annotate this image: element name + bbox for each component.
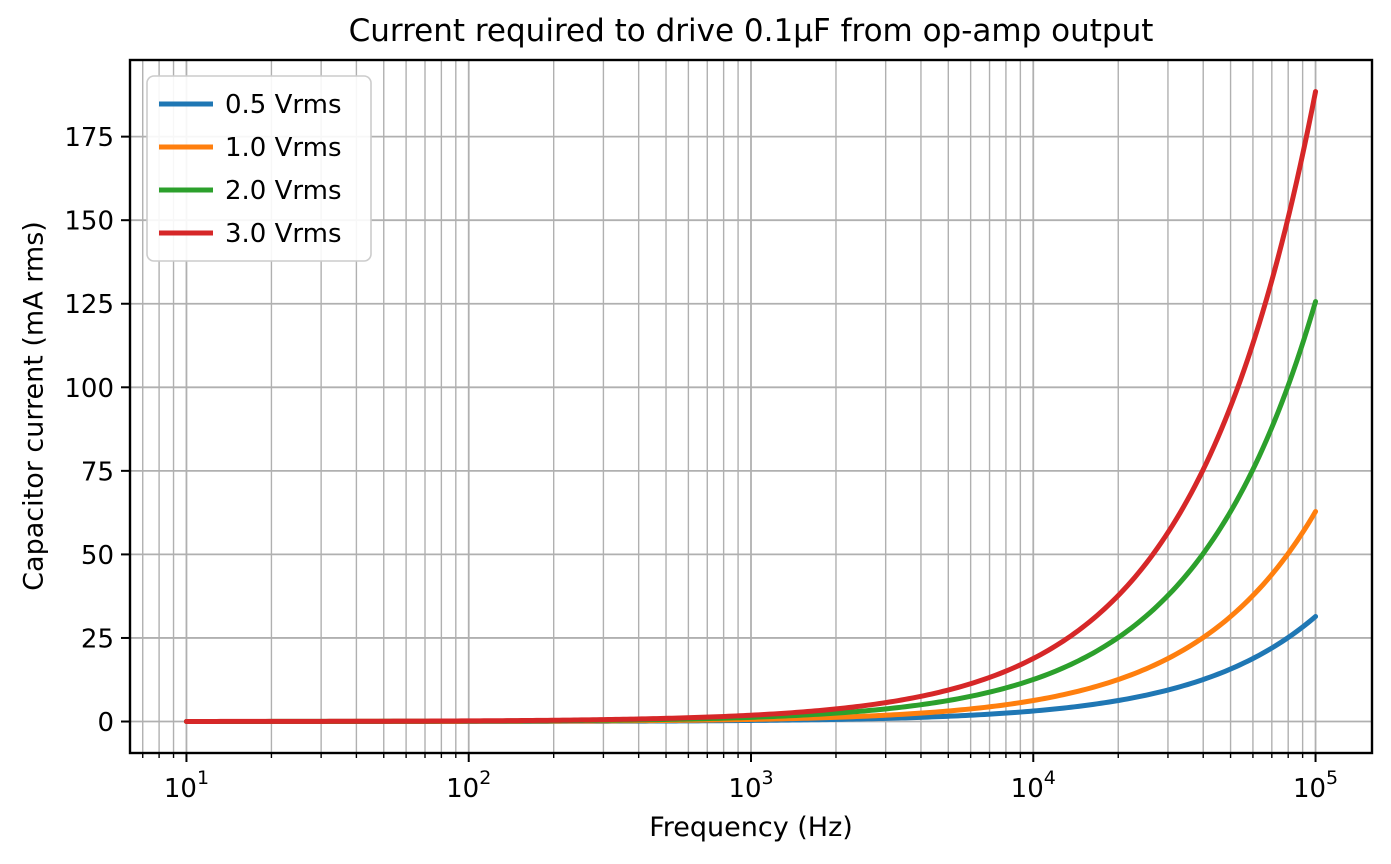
tick-labels: 101 102 103 104 105 0 25 50 75 100 125 150 175	[64, 123, 1338, 804]
legend-label: 0.5 Vrms	[225, 90, 342, 120]
y-tick-label: 25	[81, 624, 114, 654]
legend-label: 3.0 Vrms	[225, 219, 342, 249]
x-tick-label: 103	[728, 767, 773, 804]
chart-title: Current required to drive 0.1μF from op-…	[348, 13, 1154, 49]
y-tick-label: 50	[81, 541, 114, 571]
x-tick-label: 101	[164, 767, 209, 804]
x-tick-label: 105	[1293, 767, 1338, 804]
y-tick-label: 125	[64, 290, 114, 320]
y-axis-label: Capacitor current (mA rms)	[18, 221, 50, 591]
y-tick-label: 175	[64, 123, 114, 153]
x-tick-label: 104	[1011, 767, 1056, 804]
y-tick-label: 0	[97, 708, 114, 738]
x-tick-label: 102	[446, 767, 491, 804]
y-tick-label: 150	[64, 207, 114, 237]
axis-ticks	[121, 135, 1317, 762]
series-lines	[183, 89, 1319, 725]
y-tick-label: 100	[64, 374, 114, 404]
x-axis-label: Frequency (Hz)	[649, 812, 853, 843]
legend-label: 2.0 Vrms	[225, 176, 342, 206]
legend: 0.5 Vrms 1.0 Vrms 2.0 Vrms 3.0 Vrms	[146, 75, 372, 262]
legend-box	[146, 75, 372, 262]
y-tick-label: 75	[81, 457, 114, 487]
legend-label: 1.0 Vrms	[225, 133, 342, 163]
grid-major	[130, 60, 1372, 753]
series-line	[183, 89, 1319, 724]
